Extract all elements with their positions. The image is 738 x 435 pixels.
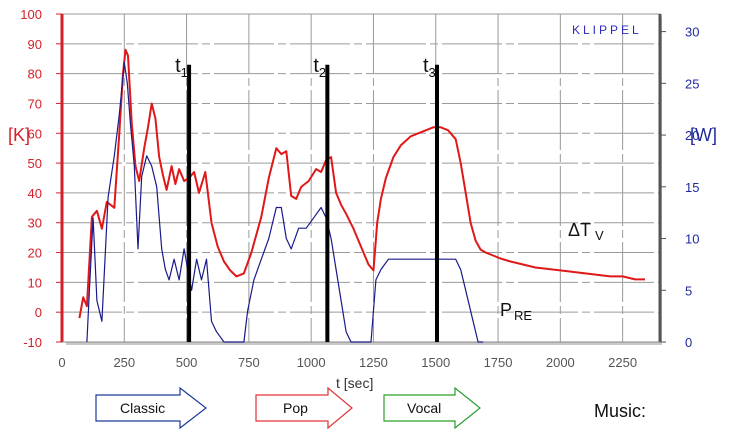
- y-left-tick-label: 90: [28, 37, 42, 52]
- y-right-tick-label: 15: [685, 180, 699, 195]
- arrow-vocal-label: Vocal: [407, 400, 441, 416]
- y-right-tick-label: 10: [685, 232, 699, 247]
- y-left-tick-label: 100: [20, 7, 42, 22]
- y-left-tick-label: 80: [28, 67, 42, 82]
- x-tick-label: 250: [113, 355, 135, 370]
- markers: t1 t2 t3: [175, 55, 439, 342]
- arrow-classic: Classic: [95, 386, 207, 430]
- x-tick-label: 1000: [297, 355, 326, 370]
- y-left-tick-label: 50: [28, 156, 42, 171]
- arrow-classic-label: Classic: [120, 400, 165, 416]
- grid: [61, 13, 660, 343]
- y-left-tick-label: 40: [28, 186, 42, 201]
- x-tick-label: 1500: [421, 355, 450, 370]
- y-right-tick-label: 20: [685, 128, 699, 143]
- y-left-tick-label: 30: [28, 216, 42, 231]
- x-axis-label: t [sec]: [336, 375, 373, 391]
- y-right-tick-label: 25: [685, 76, 699, 91]
- series: [78, 48, 645, 343]
- y-left-tick-label: 60: [28, 126, 42, 141]
- x-tick-label: 2250: [608, 355, 637, 370]
- series-line-p-re: [86, 61, 484, 343]
- plot-area: [61, 13, 661, 343]
- marker-label-t3: t3: [423, 55, 436, 80]
- arrow-pop: Pop: [255, 386, 353, 430]
- y-axis-left-label: [K]: [8, 125, 30, 145]
- y-right-tick-label: 5: [685, 283, 692, 298]
- arrow-pop-label: Pop: [283, 400, 308, 416]
- x-tick-label: 750: [238, 355, 260, 370]
- y-right-tick-label: 30: [685, 25, 699, 40]
- x-tick-label: 0: [58, 355, 65, 370]
- music-label: Music:: [594, 401, 646, 421]
- series-label-delta-tv: ΔT V: [568, 220, 604, 243]
- x-tick-label: 1250: [359, 355, 388, 370]
- arrow-vocal: Vocal: [383, 386, 481, 430]
- y-left-tick-label: 10: [28, 275, 42, 290]
- y-right-tick-label: 0: [685, 335, 692, 350]
- brand-label: KLIPPEL: [572, 23, 642, 37]
- x-tick-label: 1750: [484, 355, 513, 370]
- y-left-tick-label: 0: [35, 305, 42, 320]
- series-label-p-re: P RE: [500, 300, 532, 323]
- x-tick-label: 2000: [546, 355, 575, 370]
- series-line-delta-tv: [78, 48, 645, 319]
- y-axis-right-label: [W]: [690, 125, 717, 145]
- y-left-tick-label: 20: [28, 246, 42, 261]
- marker-label-t2: t2: [313, 55, 326, 80]
- y-left-tick-label: 70: [28, 96, 42, 111]
- marker-label-t1: t1: [175, 55, 188, 80]
- x-tick-label: 500: [176, 355, 198, 370]
- y-left-tick-label: -10: [23, 335, 42, 350]
